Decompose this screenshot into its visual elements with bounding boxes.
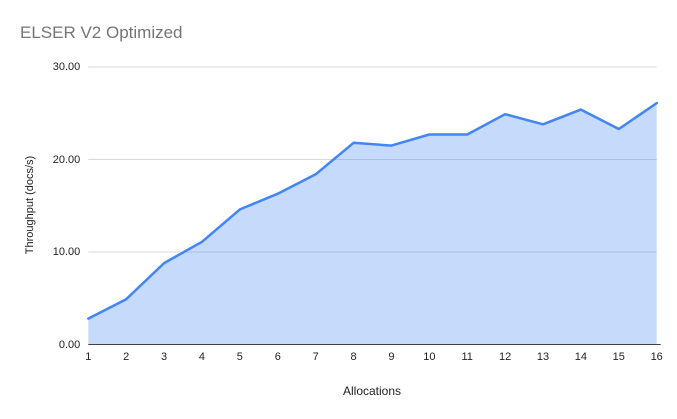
x-tick-label: 15 xyxy=(612,351,625,363)
x-tick-label: 3 xyxy=(161,351,168,363)
x-tick-label: 14 xyxy=(574,351,588,363)
y-tick-label: 0.00 xyxy=(58,338,81,351)
x-tick-label: 7 xyxy=(312,351,319,363)
x-tick-label: 9 xyxy=(388,351,395,363)
x-tick-label: 4 xyxy=(198,351,206,363)
y-tick-label: 20.00 xyxy=(52,153,81,166)
x-tick-label: 16 xyxy=(650,351,663,363)
x-tick-label: 1 xyxy=(85,351,92,363)
x-tick-label: 6 xyxy=(274,351,281,363)
x-tick-label: 8 xyxy=(350,351,357,363)
y-tick-label: 10.00 xyxy=(52,246,81,258)
x-tick-label: 2 xyxy=(123,351,130,363)
chart-title: ELSER V2 Optimized xyxy=(20,23,183,42)
x-tick-label: 5 xyxy=(236,351,243,363)
x-tick-label: 12 xyxy=(499,351,512,363)
x-tick-label: 11 xyxy=(461,351,473,363)
y-tick-label: 30.00 xyxy=(52,61,81,73)
x-tick-label: 10 xyxy=(423,351,436,363)
series-area xyxy=(88,103,657,345)
x-axis-title: Allocations xyxy=(342,384,402,398)
series-line xyxy=(87,101,658,320)
x-tick-label: 13 xyxy=(536,351,550,363)
